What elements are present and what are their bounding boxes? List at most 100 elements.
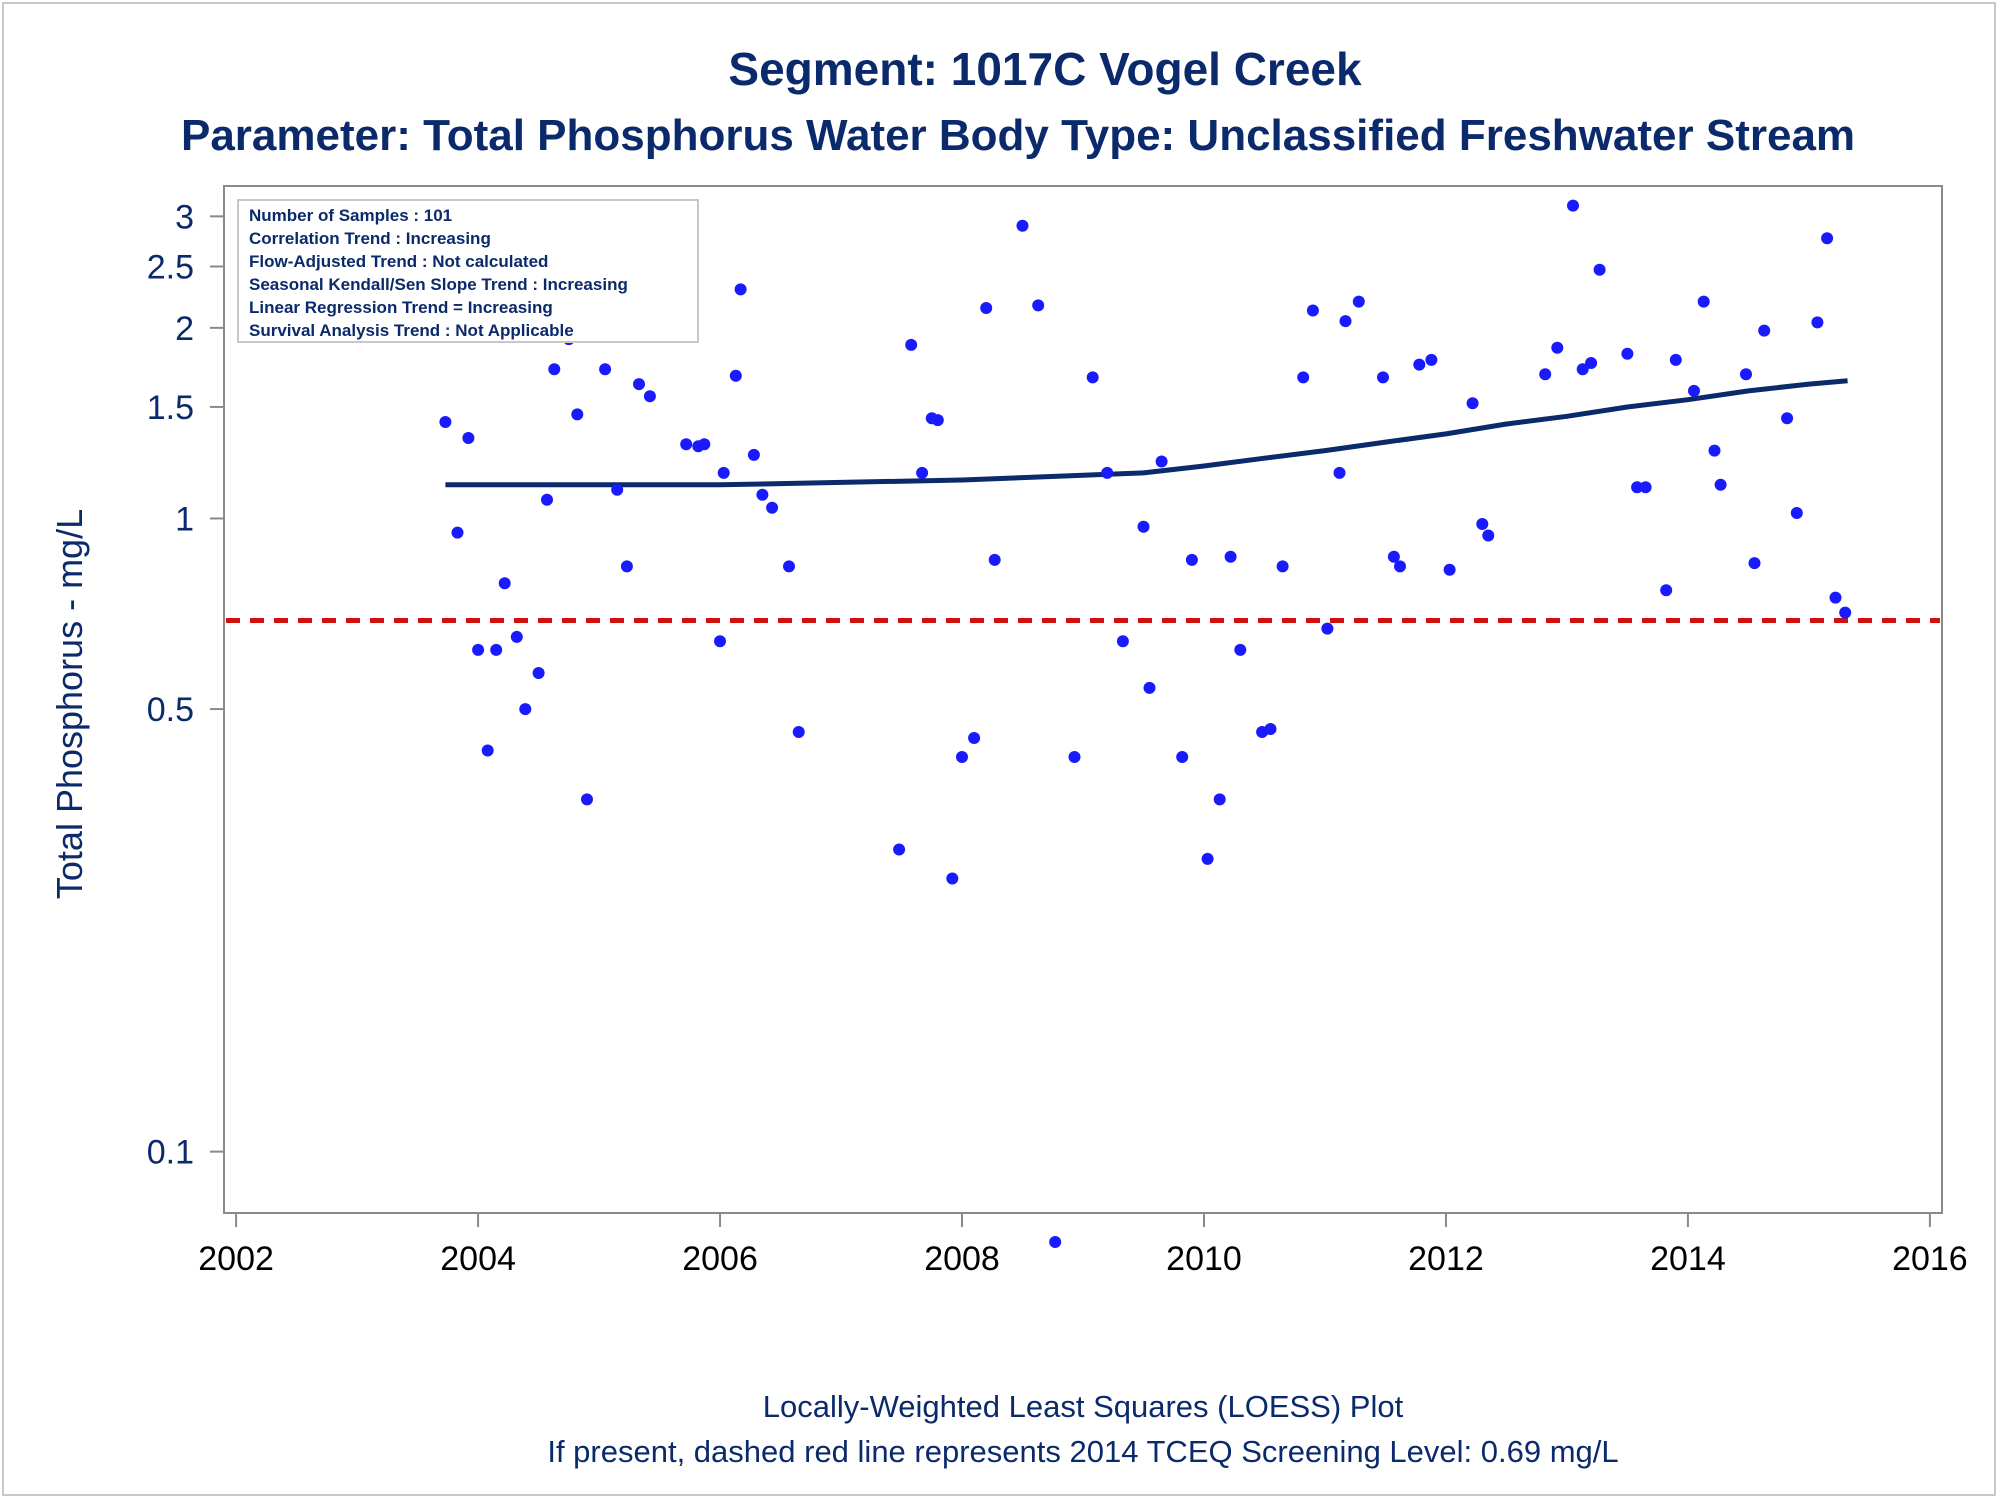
sample-point	[680, 438, 693, 451]
sample-point	[548, 363, 561, 376]
sample-point	[1748, 557, 1761, 570]
sample-point	[472, 643, 485, 656]
y-tick-label: 2.5	[147, 248, 194, 286]
sample-point	[1306, 304, 1319, 317]
sample-point	[1708, 444, 1721, 457]
sample-point	[1201, 852, 1214, 865]
sample-point	[1466, 397, 1479, 410]
x-tick-label: 2002	[198, 1240, 274, 1278]
y-tick-label: 3	[175, 198, 194, 236]
stats-line-correlation: Correlation Trend : Increasing	[249, 229, 491, 248]
sample-point	[519, 703, 532, 716]
sample-point	[498, 577, 511, 590]
sample-point	[1593, 263, 1606, 276]
x-tick-label: 2004	[440, 1240, 516, 1278]
sample-point	[1631, 481, 1644, 494]
sample-point	[1155, 455, 1168, 468]
stats-line-samples: Number of Samples : 101	[249, 206, 452, 225]
sample-point	[1821, 232, 1834, 245]
sample-point	[581, 793, 593, 806]
footnote-screening-level: If present, dashed red line represents 2…	[547, 1434, 1618, 1469]
sample-point	[1476, 518, 1489, 530]
sample-point	[1321, 622, 1334, 635]
sample-point	[1829, 591, 1842, 604]
sample-point	[541, 493, 553, 506]
sample-point	[462, 432, 475, 444]
chart-title: Segment: 1017C Vogel Creek	[728, 43, 1362, 95]
sample-point	[1176, 751, 1189, 763]
stats-line-linear-regression: Linear Regression Trend = Increasing	[249, 298, 553, 317]
sample-point	[1740, 368, 1752, 381]
sample-point	[756, 488, 769, 501]
sample-point	[1352, 295, 1365, 308]
sample-point	[980, 302, 993, 314]
sample-point	[1101, 466, 1114, 479]
sample-point	[1482, 529, 1495, 542]
sample-point	[510, 630, 523, 643]
sample-point	[1137, 520, 1150, 533]
sample-point	[1387, 550, 1400, 563]
sample-point	[893, 843, 906, 856]
stats-line-flow-adjusted: Flow-Adjusted Trend : Not calculated	[249, 252, 548, 271]
sample-point	[1551, 341, 1564, 354]
sample-point	[1621, 347, 1634, 360]
sample-point	[1116, 635, 1129, 648]
x-tick-label: 2010	[1166, 1240, 1242, 1278]
sample-point	[783, 560, 795, 573]
stats-line-survival: Survival Analysis Trend : Not Applicable	[249, 321, 574, 340]
sample-point	[916, 466, 929, 479]
sample-point	[1049, 1236, 1062, 1248]
sample-point	[1234, 643, 1247, 656]
sample-point	[1413, 358, 1426, 371]
sample-point	[1185, 553, 1198, 566]
sample-point	[1688, 384, 1700, 397]
sample-point	[766, 501, 779, 514]
x-tick-label: 2012	[1408, 1240, 1484, 1278]
sample-point	[599, 363, 612, 376]
y-tick-label: 1.5	[147, 389, 194, 427]
sample-point	[714, 635, 726, 648]
sample-point	[1758, 324, 1771, 337]
sample-point	[1576, 363, 1589, 376]
sample-point	[532, 667, 545, 679]
sample-point	[1276, 560, 1289, 573]
sample-point	[1697, 295, 1710, 308]
sample-point	[643, 390, 656, 403]
sample-point	[1425, 353, 1438, 366]
sample-point	[1839, 606, 1852, 619]
x-tick-label: 2008	[924, 1240, 1000, 1278]
chart-svg: Segment: 1017C Vogel Creek Parameter: To…	[49, 43, 1968, 1469]
sample-point	[968, 732, 981, 744]
sample-point	[1297, 371, 1310, 384]
sample-point	[1068, 751, 1081, 763]
y-tick-label: 2	[175, 310, 194, 348]
sample-point	[1032, 299, 1045, 312]
sample-point	[1811, 316, 1824, 329]
sample-point	[1394, 560, 1406, 573]
footnote-loess: Locally-Weighted Least Squares (LOESS) P…	[763, 1389, 1404, 1424]
y-tick-label: 1	[175, 500, 194, 538]
sample-point	[481, 744, 494, 757]
sample-point	[988, 553, 1001, 566]
y-tick-label: 0.5	[147, 691, 194, 729]
sample-point	[747, 448, 760, 461]
loess-trend-line	[445, 378, 1848, 488]
sample-point	[1333, 466, 1346, 479]
chart-subtitle: Parameter: Total Phosphorus Water Body T…	[181, 111, 1855, 160]
sample-point	[734, 283, 747, 296]
x-axis: 2002 2004 2006 2008 2010 2012 2014 2016	[198, 1213, 1968, 1278]
sample-point	[1567, 199, 1579, 212]
stats-legend-box: Number of Samples : 101 Correlation Tren…	[237, 199, 699, 343]
sample-point	[1016, 219, 1029, 232]
sample-point	[946, 872, 959, 885]
sample-point	[439, 416, 452, 428]
x-tick-label: 2014	[1650, 1240, 1726, 1278]
x-tick-label: 2016	[1892, 1240, 1968, 1278]
sample-point	[1585, 357, 1598, 369]
sample-point	[905, 338, 918, 351]
stats-line-seasonal-kendall: Seasonal Kendall/Sen Slope Trend : Incre…	[249, 275, 628, 294]
sample-point	[1443, 563, 1456, 576]
sample-point	[717, 466, 730, 479]
y-axis: 0.1 0.5 1 1.5 2 2.5 3	[147, 198, 224, 1172]
